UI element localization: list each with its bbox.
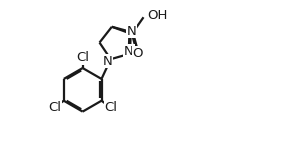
Text: N: N <box>124 45 134 58</box>
Text: Cl: Cl <box>104 101 117 114</box>
Text: OH: OH <box>147 9 168 22</box>
Text: N: N <box>103 55 112 68</box>
Text: N: N <box>127 25 136 38</box>
Text: Cl: Cl <box>76 51 89 64</box>
Text: Cl: Cl <box>48 101 61 114</box>
Text: O: O <box>132 47 143 60</box>
